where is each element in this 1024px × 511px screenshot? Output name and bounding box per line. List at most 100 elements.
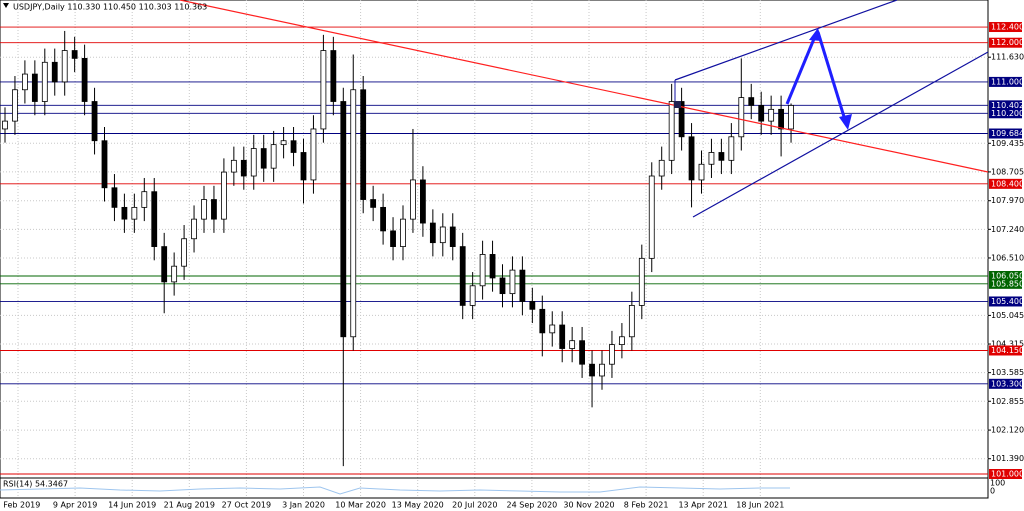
candle-body [350,89,357,338]
channel-lower [692,51,989,218]
level-label: 112.400 [991,23,1024,32]
candle-body [131,206,138,220]
candle-body [758,105,765,122]
arrow-head [839,114,852,130]
trend-line [179,0,989,173]
candle-body [469,285,476,306]
y-tick-label: 102.855 [991,397,1024,406]
level-tag: 109.684 [989,128,1024,139]
level-tag: 106.050 [989,270,1024,281]
candle-body [569,340,576,349]
candle-body [708,152,715,165]
candle-body [549,324,556,334]
level-tag-bg [989,128,1022,139]
level-tag: 103.300 [989,378,1024,389]
level-tag-bg [989,108,1022,119]
candle-body [609,344,615,365]
y-tick-label: 104.315 [991,340,1024,349]
level-label: 104.150 [991,346,1024,355]
candle-body [41,61,48,102]
rsi-line [0,486,790,495]
y-tick-label: 105.045 [991,311,1024,320]
x-tick-label: 30 Nov 2020 [563,501,614,510]
candle-body [360,89,367,200]
candle-body [579,340,585,365]
candle-body [340,101,347,338]
candle-body [459,246,466,306]
level-tag-bg [989,100,1022,111]
candle-body [91,101,98,142]
y-tick-label: 107.970 [991,196,1024,205]
candle-body [698,163,705,181]
level-tag-bg [989,378,1022,389]
y-tick-label: 111.630 [991,53,1024,62]
candle-body [270,144,277,169]
level-tag: 105.400 [989,296,1024,307]
level-tag-bg [989,22,1022,33]
candle-body [559,324,566,349]
marker [674,101,681,108]
candle-body [429,222,436,244]
arrow-up [785,33,818,105]
candles [2,30,794,467]
level-label: 108.400 [991,179,1024,188]
candle-body [778,108,784,130]
candle-body [668,101,675,161]
level-tag: 105.850 [989,278,1024,289]
candle-body [400,218,406,247]
candle-body [201,199,207,220]
level-label: 103.300 [991,379,1024,388]
candle-body [509,269,516,295]
candle-body [768,108,775,122]
candle-body [410,179,416,220]
candle-body [230,159,237,173]
level-tag: 110.200 [989,108,1024,119]
level-label: 101.000 [991,470,1024,479]
menu-triangle [3,3,9,8]
candle-body [2,120,8,130]
candle-body [161,246,168,283]
candle-body [320,50,327,130]
candle-body [449,226,456,247]
candle-body [738,97,745,138]
level-label: 111.000 [991,77,1024,86]
level-tag-bg [989,469,1022,480]
candle-body [539,308,546,334]
level-tag: 111.000 [989,76,1024,87]
x-tick-label: 18 Jun 2021 [736,501,784,510]
candle-body [211,199,217,220]
candle-body [678,101,685,138]
channel-upper [674,0,898,81]
level-tag-bg [989,76,1022,87]
level-tag-bg [989,278,1022,289]
level-tag: 112.400 [989,22,1024,33]
arrow-down [816,31,847,121]
candle-body [619,336,625,346]
level-tag: 108.400 [989,178,1024,189]
candle-body [111,187,118,208]
candle-body [489,254,496,279]
grid [0,0,988,498]
level-label: 105.850 [991,279,1024,288]
x-tick-label: 14 Jun 2019 [108,501,156,510]
candle-body [330,50,337,102]
candle-body [529,301,536,310]
candle-body [121,206,128,220]
candle-body [370,199,377,208]
candle-body [280,140,287,146]
indicator-tick: 100 [990,479,1005,488]
candle-body [260,148,267,169]
candle-body [479,254,486,287]
candle-body [191,218,197,240]
x-tick-label: 27 Oct 2019 [222,501,271,510]
x-tick-label: 8 Feb 2021 [624,501,669,510]
level-tag: 110.402 [989,100,1024,111]
x-tick-label: 13 Apr 2021 [678,501,727,510]
level-tag-bg [989,178,1022,189]
level-label: 106.050 [991,271,1024,280]
candle-body [250,148,257,177]
candle-body [419,179,426,224]
candle-body [589,363,595,377]
x-tick-label: 10 Mar 2020 [335,501,386,510]
